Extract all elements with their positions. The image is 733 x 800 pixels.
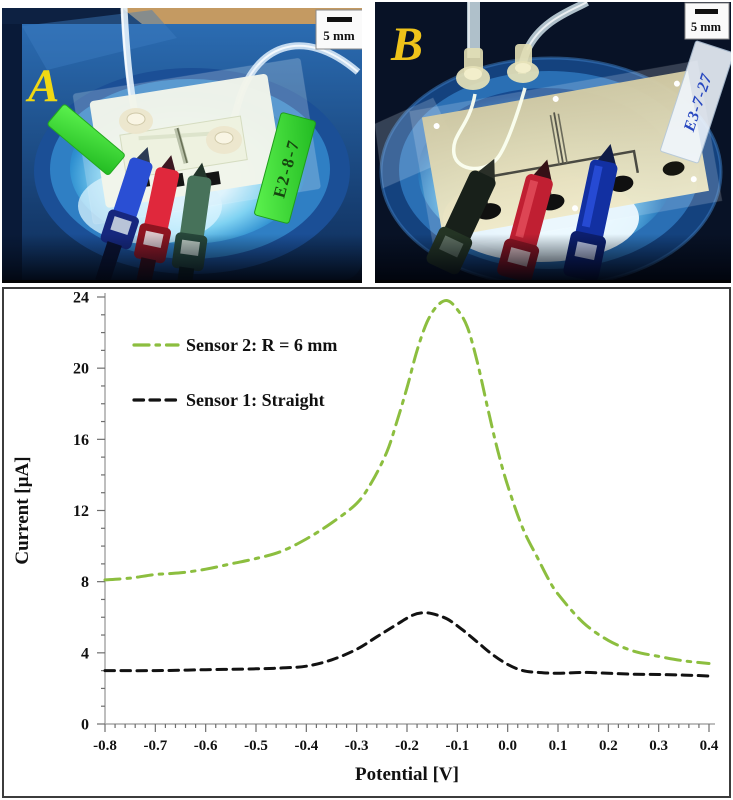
photo-panel-b: E3-7-27	[375, 2, 731, 283]
scale-bar-line	[695, 9, 718, 14]
electrode-pad	[662, 161, 685, 176]
y-tick-label: 8	[81, 574, 89, 591]
chip-hole	[690, 176, 697, 183]
y-tick-label: 0	[81, 717, 89, 734]
chip-hole	[433, 123, 440, 130]
y-tick-label: 4	[81, 645, 89, 662]
y-tick-label: 12	[73, 503, 89, 520]
series-line-1	[103, 299, 711, 665]
photo-a-illustration: E2-8-7	[2, 8, 362, 280]
green-tape-left	[47, 104, 125, 175]
x-tick-label: -0.1	[445, 738, 469, 754]
chip-hole	[571, 205, 578, 212]
x-axis-title: Potential [V]	[355, 764, 459, 785]
x-tick-label: -0.5	[244, 738, 268, 754]
scale-bar-b: 5 mm	[684, 2, 730, 40]
x-tick-label: 0.3	[649, 738, 668, 754]
inlet-port	[456, 48, 490, 90]
microfluidic-chip	[409, 60, 723, 252]
y-tick-label: 16	[73, 432, 89, 449]
electrode-pad	[609, 175, 634, 192]
x-tick-label: -0.4	[294, 738, 318, 754]
curved-channel	[451, 87, 527, 171]
panel-letter-b: B	[390, 18, 423, 71]
legend-label: Sensor 2: R = 6 mm	[186, 335, 337, 355]
scale-bar-text-a: 5 mm	[323, 28, 355, 43]
y-tick-label: 20	[73, 361, 89, 378]
chart-canvas: 0 4 8 12 16 20 24 -0.8 -0.7 -0.6 -0.5 -0.4 -0.3 -0.2 -…	[12, 290, 719, 786]
photo-panel-a: E2-8-7	[2, 8, 362, 283]
center-electrode	[553, 112, 564, 164]
x-tick-label: -0.6	[194, 738, 218, 754]
inlet-port	[119, 108, 153, 134]
legend-label: Sensor 1: Straight	[186, 390, 325, 410]
inlet-tube	[467, 2, 480, 58]
green-tape-label: E2-8-7	[254, 112, 316, 224]
chip-hole	[673, 80, 680, 87]
y-axis-title: Current [µA]	[12, 456, 33, 564]
scale-bar-a: 5 mm	[315, 9, 362, 50]
x-tick-label: -0.8	[93, 738, 117, 754]
x-tick-label: 0.0	[498, 738, 517, 754]
voltammogram-chart: 0 4 8 12 16 20 24 -0.8 -0.7 -0.6 -0.5 -0.4 -0.3 -0.2 -…	[2, 287, 731, 798]
photo-b-illustration: E3-7-27	[375, 2, 731, 280]
y-tick-label: 24	[73, 290, 89, 307]
x-tick-label: 0.1	[549, 738, 568, 754]
x-tick-label: -0.2	[395, 738, 419, 754]
series-line-2	[103, 611, 711, 678]
scale-bar-line	[327, 17, 352, 22]
x-tick-label: 0.2	[599, 738, 618, 754]
x-tick-label: -0.3	[345, 738, 369, 754]
scale-bar-text-b: 5 mm	[691, 20, 722, 34]
chip-hole	[552, 95, 559, 102]
outlet-port	[206, 126, 242, 154]
x-tick-label: -0.7	[143, 738, 167, 754]
label-tape: E3-7-27	[660, 40, 731, 164]
outlet-port	[507, 44, 539, 83]
panel-letter-a: A	[25, 60, 59, 112]
center-electrode	[176, 127, 188, 164]
x-tick-label: 0.4	[700, 738, 719, 754]
